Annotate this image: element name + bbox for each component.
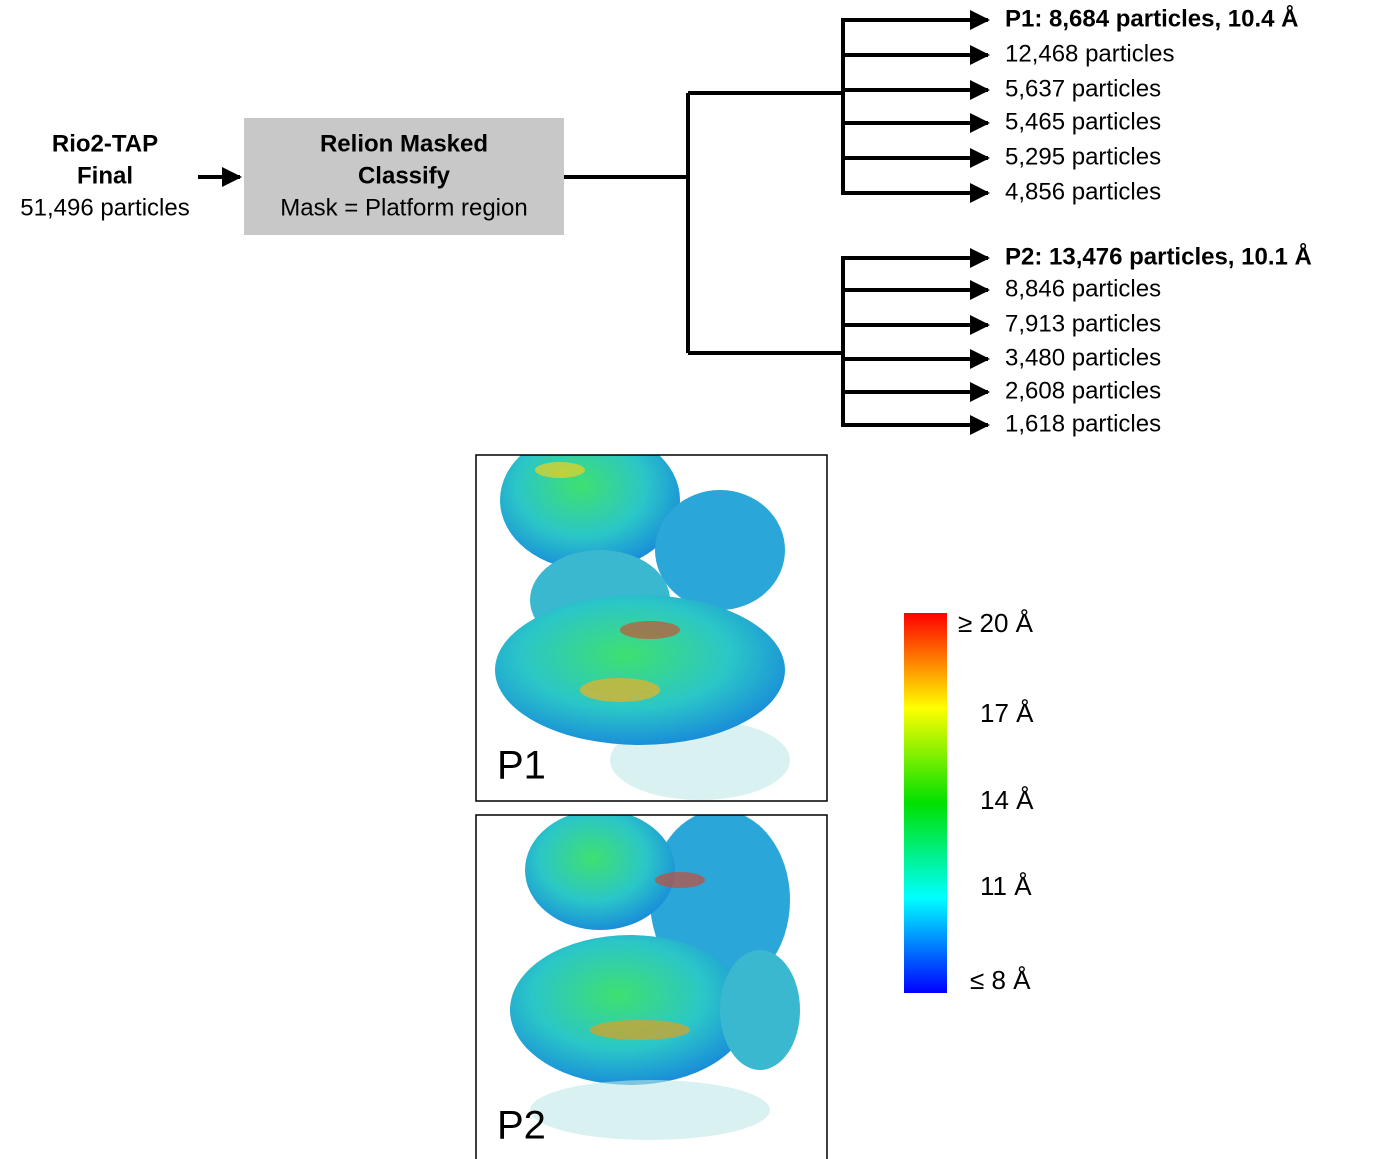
input-title: Final <box>77 162 133 189</box>
colorbar-label: 14 Å <box>980 785 1034 815</box>
diagram: Rio2-TAP Final 51,496 particles Relion M… <box>0 0 1388 1159</box>
class-output: 4,856 particles <box>1005 178 1161 205</box>
colorbar-label: ≥ 20 Å <box>958 608 1034 638</box>
class-output: 8,846 particles <box>1005 275 1161 302</box>
class-output: P2: 13,476 particles, 10.1 Å <box>1005 242 1312 270</box>
class-output: 7,913 particles <box>1005 310 1161 337</box>
colorbar-label: ≤ 8 Å <box>970 965 1031 995</box>
box-subtitle: Mask = Platform region <box>280 194 527 221</box>
class-output: 5,465 particles <box>1005 108 1161 135</box>
outputs: P1: 8,684 particles, 10.4 Å 12,468 partic… <box>841 4 1312 437</box>
panel-label: P2 <box>497 1104 546 1148</box>
panel-label: P1 <box>497 744 546 788</box>
colorbar-label: 11 Å <box>980 871 1032 901</box>
class-output: 1,618 particles <box>1005 410 1161 437</box>
class-output: 12,468 particles <box>1005 40 1174 67</box>
colorbar-label: 17 Å <box>980 698 1034 728</box>
map-image <box>510 810 800 1140</box>
class-output: 2,608 particles <box>1005 377 1161 404</box>
input-count: 51,496 particles <box>20 194 189 221</box>
colorbar <box>904 613 947 993</box>
box-title: Relion Masked <box>320 130 488 157</box>
connector <box>564 93 843 353</box>
class-output: 5,637 particles <box>1005 75 1161 102</box>
input-title: Rio2-TAP <box>52 130 158 157</box>
box-title: Classify <box>358 162 451 189</box>
class-output: 3,480 particles <box>1005 344 1161 371</box>
class-output: 5,295 particles <box>1005 143 1161 170</box>
class-output: P1: 8,684 particles, 10.4 Å <box>1005 4 1299 32</box>
